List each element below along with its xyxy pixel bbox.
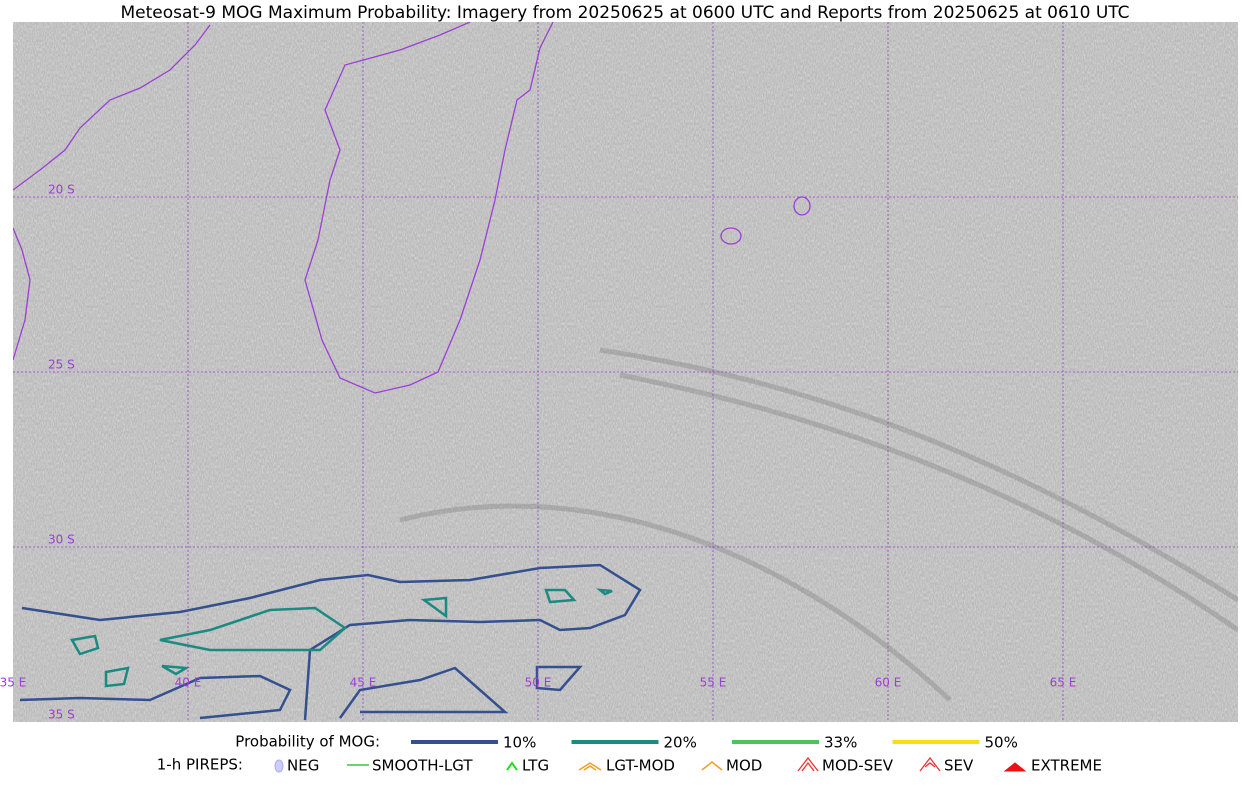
pirep-label: MOD [726, 757, 762, 775]
graticule: 20 S 25 S 30 S 35 S 35 E 40 E 45 E 50 E 55 E 60 E… [0, 22, 1238, 722]
pirep-label: EXTREME [1031, 757, 1102, 775]
title: Meteosat-9 MOG Maximum Probability: Imag… [120, 3, 1129, 23]
pirep-icon [797, 756, 819, 772]
legend-label: 20% [664, 734, 697, 752]
pirep-label: NEG [287, 757, 319, 775]
legend: Probability of MOG: 10% 20% 33% 50% 1-h PIREP… [157, 733, 1102, 775]
reunion-coast [720, 227, 742, 245]
lat-label: 25 S [48, 358, 75, 372]
legend-label: 33% [824, 734, 857, 752]
legend-title: 1-h PIREPS: [157, 756, 243, 774]
cloud-band [399, 347, 1238, 702]
lon-label: 65 E [1050, 676, 1077, 690]
lon-label: 45 E [350, 676, 377, 690]
legend-label: 50% [985, 734, 1018, 752]
lon-label: 40 E [175, 676, 202, 690]
mog-contour-10 [338, 666, 509, 719]
pirep-icon [1003, 762, 1027, 772]
madagascar-coast [304, 22, 554, 394]
pirep-label: LTG [522, 757, 549, 775]
mog-contour-20 [159, 606, 348, 652]
legend-title: Probability of MOG: [235, 733, 380, 751]
mog-contour-10 [19, 674, 292, 720]
lon-label: 60 E [875, 676, 902, 690]
pirep-icon [578, 762, 602, 771]
pirep-icon [274, 759, 284, 773]
lat-label: 35 S [48, 708, 75, 722]
mog-contour-10 [535, 665, 583, 692]
pirep-label: SEV [944, 757, 974, 775]
lon-label: 55 E [700, 676, 727, 690]
mog-contour-20 [70, 588, 613, 688]
pirep-icon [701, 761, 723, 771]
lon-label: 35 E [0, 676, 26, 690]
pirep-label: LGT-MOD [606, 757, 675, 775]
pirep-icon [919, 756, 941, 772]
mozambique-coast [13, 227, 31, 361]
pirep-label: SMOOTH-LGT [372, 757, 473, 775]
lat-label: 20 S [48, 183, 75, 197]
lat-label: 30 S [48, 533, 75, 547]
lon-label: 50 E [525, 676, 552, 690]
africa-coast [13, 24, 211, 191]
pirep-label: MOD-SEV [822, 757, 894, 775]
legend-label: 10% [503, 734, 536, 752]
pirep-icon [506, 761, 518, 771]
mog-contour-10 [21, 563, 642, 721]
